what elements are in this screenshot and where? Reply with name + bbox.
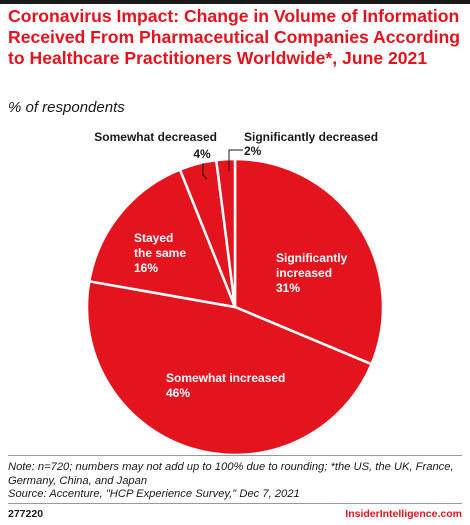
slice-value-4: 4%	[193, 147, 211, 161]
slice-label-1: Significantly	[276, 251, 348, 265]
slice-label-2: Somewhat increased	[166, 371, 285, 385]
footer-divider	[8, 503, 462, 504]
source-text: Source: Accenture, "HCP Experience Surve…	[8, 488, 300, 500]
pie-slice-3	[87, 168, 237, 309]
note-text: Note: n=720; numbers may not add up to 1…	[8, 461, 454, 487]
brand-name: InsiderIntelligence.com	[345, 508, 462, 520]
pie-slice-2	[85, 280, 373, 457]
slice-label-5: Significantly decreased	[244, 130, 378, 144]
notes-divider	[8, 455, 462, 456]
slice-value-5: 2%	[244, 144, 262, 158]
slice-label-3: the same	[134, 246, 186, 260]
chart-subtitle: % of respondents	[8, 99, 125, 116]
top-rule	[0, 0, 470, 4]
chart-id: 277220	[8, 508, 44, 520]
chart-title: Coronavirus Impact: Change in Volume of …	[8, 6, 461, 68]
slice-value-2: 46%	[166, 386, 190, 400]
slice-value-1: 31%	[276, 281, 300, 295]
slice-label-1: increased	[276, 266, 332, 280]
pie-slice-1	[233, 157, 385, 366]
leader-line-4	[202, 163, 208, 180]
leader-line-5	[228, 149, 243, 171]
pie-slice-5	[215, 157, 237, 309]
notes-block: Note: n=720; numbers may not add up to 1…	[8, 461, 464, 502]
slice-label-3: Stayed	[134, 231, 173, 245]
slice-value-3: 16%	[134, 261, 158, 275]
slice-label-4: Somewhat decreased	[94, 130, 217, 144]
